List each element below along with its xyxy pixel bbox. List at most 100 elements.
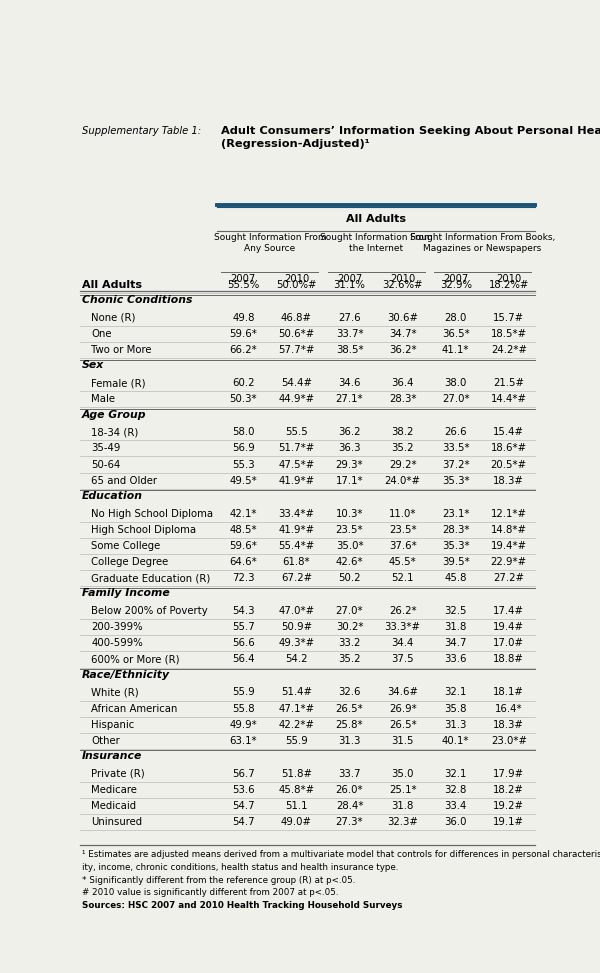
Text: Sought Information From
the Internet: Sought Information From the Internet	[320, 233, 433, 253]
Text: 65 and Older: 65 and Older	[91, 476, 157, 486]
Text: 32.3#: 32.3#	[387, 817, 418, 827]
Text: 51.7*#: 51.7*#	[278, 444, 314, 453]
Text: 34.6#: 34.6#	[387, 688, 418, 698]
Text: 36.5*: 36.5*	[442, 329, 470, 339]
Text: 14.8*#: 14.8*#	[491, 524, 527, 535]
Text: Family Income: Family Income	[82, 589, 170, 598]
Text: None (R): None (R)	[91, 313, 136, 323]
Text: Male: Male	[91, 394, 115, 405]
Text: 45.8: 45.8	[445, 573, 467, 583]
Text: 26.5*: 26.5*	[335, 703, 364, 713]
Text: 33.4*#: 33.4*#	[278, 509, 314, 519]
Text: 54.2: 54.2	[285, 655, 308, 665]
Text: 36.3: 36.3	[338, 444, 361, 453]
Text: No High School Diploma: No High School Diploma	[91, 509, 214, 519]
Text: 32.1: 32.1	[445, 769, 467, 778]
Text: 28.4*: 28.4*	[336, 801, 363, 811]
Text: All Adults: All Adults	[346, 214, 406, 224]
Text: 24.2*#: 24.2*#	[491, 345, 527, 355]
Text: Below 200% of Poverty: Below 200% of Poverty	[91, 606, 208, 616]
Text: 38.5*: 38.5*	[336, 345, 364, 355]
Text: 36.2*: 36.2*	[389, 345, 416, 355]
Text: 18.2%#: 18.2%#	[488, 280, 529, 290]
Text: 18.6*#: 18.6*#	[491, 444, 527, 453]
Text: 35.3*: 35.3*	[442, 476, 470, 486]
Text: 53.6: 53.6	[232, 785, 254, 795]
Text: 26.2*: 26.2*	[389, 606, 416, 616]
Text: 29.3*: 29.3*	[336, 459, 364, 470]
Text: 41.9*#: 41.9*#	[278, 476, 314, 486]
Text: 600% or More (R): 600% or More (R)	[91, 655, 180, 665]
Text: 41.9*#: 41.9*#	[278, 524, 314, 535]
Text: 11.0*: 11.0*	[389, 509, 416, 519]
Text: Private (R): Private (R)	[91, 769, 145, 778]
Text: One: One	[91, 329, 112, 339]
Text: 54.7: 54.7	[232, 801, 254, 811]
Text: 64.6*: 64.6*	[229, 557, 257, 567]
Text: 50.0%#: 50.0%#	[276, 280, 317, 290]
Text: White (R): White (R)	[91, 688, 139, 698]
Text: Two or More: Two or More	[91, 345, 152, 355]
Text: 49.3*#: 49.3*#	[278, 638, 314, 648]
Text: 27.0*: 27.0*	[336, 606, 364, 616]
Text: 18.3#: 18.3#	[493, 476, 524, 486]
Text: 39.5*: 39.5*	[442, 557, 470, 567]
Text: 33.6: 33.6	[445, 655, 467, 665]
Text: 30.6#: 30.6#	[387, 313, 418, 323]
Text: 17.9#: 17.9#	[493, 769, 524, 778]
Text: 2007: 2007	[443, 274, 469, 284]
Text: 67.2#: 67.2#	[281, 573, 312, 583]
Text: 32.5: 32.5	[445, 606, 467, 616]
Text: 2007: 2007	[337, 274, 362, 284]
Text: 33.3*#: 33.3*#	[385, 623, 421, 632]
Text: ¹ Estimates are adjusted means derived from a multivariate model that controls f: ¹ Estimates are adjusted means derived f…	[82, 850, 600, 859]
Text: 55.5: 55.5	[285, 427, 308, 437]
Text: Graduate Education (R): Graduate Education (R)	[91, 573, 211, 583]
Text: 2010: 2010	[284, 274, 309, 284]
Text: 27.6: 27.6	[338, 313, 361, 323]
Text: 55.3: 55.3	[232, 459, 254, 470]
Text: 21.5#: 21.5#	[493, 378, 524, 388]
Text: Sources: HSC 2007 and 2010 Health Tracking Household Surveys: Sources: HSC 2007 and 2010 Health Tracki…	[82, 901, 403, 910]
Text: Race/Ethnicity: Race/Ethnicity	[82, 669, 170, 680]
Text: 59.6*: 59.6*	[229, 541, 257, 551]
Text: 18.8#: 18.8#	[493, 655, 524, 665]
Text: 37.6*: 37.6*	[389, 541, 416, 551]
Text: 23.5*: 23.5*	[389, 524, 416, 535]
Text: 47.1*#: 47.1*#	[278, 703, 314, 713]
Text: 61.8*: 61.8*	[283, 557, 310, 567]
Text: 58.0: 58.0	[232, 427, 254, 437]
Text: Sought Information From Books,
Magazines or Newspapers: Sought Information From Books, Magazines…	[410, 233, 555, 253]
Text: 32.9%: 32.9%	[440, 280, 472, 290]
Text: 72.3: 72.3	[232, 573, 254, 583]
Text: 17.1*: 17.1*	[336, 476, 364, 486]
Text: Medicaid: Medicaid	[91, 801, 136, 811]
Text: 33.7: 33.7	[338, 769, 361, 778]
Text: 35.2: 35.2	[338, 655, 361, 665]
Text: Supplementary Table 1:: Supplementary Table 1:	[82, 126, 201, 136]
Text: 49.8: 49.8	[232, 313, 254, 323]
Text: 28.3*: 28.3*	[442, 524, 469, 535]
Text: 35.2: 35.2	[391, 444, 414, 453]
Text: 63.1*: 63.1*	[230, 736, 257, 745]
Text: 57.7*#: 57.7*#	[278, 345, 314, 355]
Text: 29.2*: 29.2*	[389, 459, 416, 470]
Text: 31.8: 31.8	[445, 623, 467, 632]
Text: 27.3*: 27.3*	[336, 817, 364, 827]
Text: All Adults: All Adults	[82, 280, 142, 290]
Text: 56.7: 56.7	[232, 769, 255, 778]
Text: 66.2*: 66.2*	[229, 345, 257, 355]
Text: 34.4: 34.4	[391, 638, 414, 648]
Text: 18-34 (R): 18-34 (R)	[91, 427, 139, 437]
Text: 22.9*#: 22.9*#	[491, 557, 527, 567]
Text: 400-599%: 400-599%	[91, 638, 143, 648]
Text: 36.4: 36.4	[391, 378, 414, 388]
Text: Some College: Some College	[91, 541, 161, 551]
Text: 17.0#: 17.0#	[493, 638, 524, 648]
Text: 17.4#: 17.4#	[493, 606, 524, 616]
Text: Uninsured: Uninsured	[91, 817, 142, 827]
Text: 55.9: 55.9	[285, 736, 308, 745]
Text: 23.5*: 23.5*	[336, 524, 364, 535]
Text: 19.2#: 19.2#	[493, 801, 524, 811]
Text: 35-49: 35-49	[91, 444, 121, 453]
